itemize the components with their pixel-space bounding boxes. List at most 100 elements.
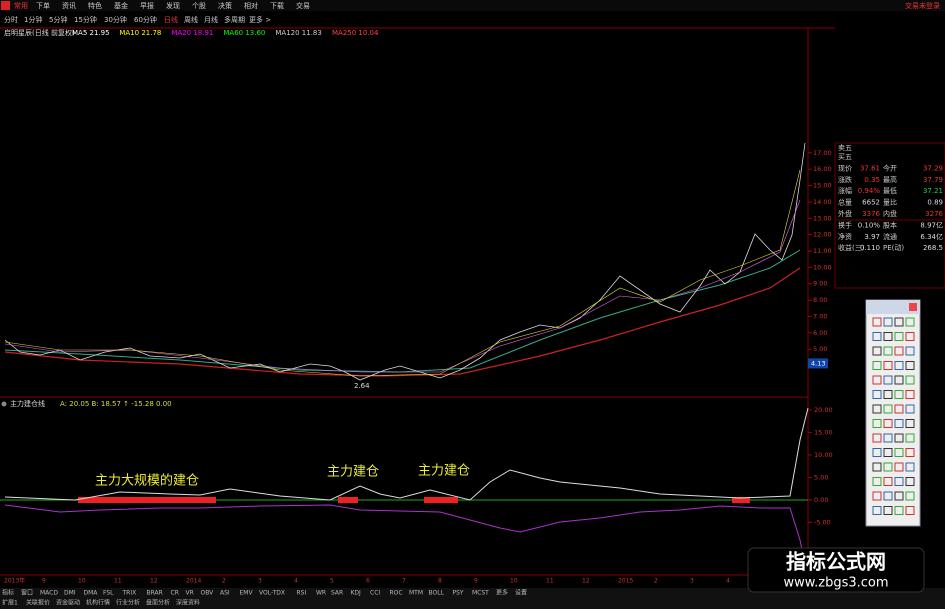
period-tab[interactable]: 30分钟: [104, 15, 127, 24]
tool-icon[interactable]: [872, 361, 882, 370]
tool-icon[interactable]: [894, 433, 904, 443]
indicator-tab[interactable]: VR: [186, 590, 194, 597]
indicator-tab[interactable]: MCST: [472, 590, 489, 597]
tool-icon[interactable]: [894, 462, 904, 472]
tool-icon[interactable]: [872, 462, 882, 472]
indicator-tab[interactable]: ROC: [390, 590, 403, 597]
tool-icon[interactable]: [894, 448, 904, 457]
indicator-tab[interactable]: 设置: [515, 589, 527, 597]
tool-icon[interactable]: [883, 332, 893, 341]
tool-icon[interactable]: [905, 361, 915, 370]
indicator-tab[interactable]: OBV: [201, 590, 215, 597]
tool-icon[interactable]: [905, 375, 915, 385]
indicator-tab[interactable]: KDJ: [351, 590, 362, 597]
period-tab[interactable]: 日线: [164, 15, 178, 24]
tool-icon[interactable]: [872, 390, 882, 399]
tool-icon[interactable]: [894, 491, 904, 501]
tool-icon[interactable]: [883, 404, 893, 414]
tool-icon[interactable]: [883, 462, 893, 472]
period-tab[interactable]: 5分钟: [49, 15, 67, 24]
tool-icon[interactable]: [872, 375, 882, 385]
menu-item[interactable]: 常用: [14, 1, 28, 10]
menu-item[interactable]: 交易: [296, 1, 310, 10]
menu-item[interactable]: 特色: [88, 1, 102, 10]
menu-item[interactable]: 下载: [270, 1, 284, 10]
indicator-tab[interactable]: 窗口: [21, 589, 33, 597]
indicator-tab[interactable]: MTM: [409, 590, 423, 597]
tool-icon[interactable]: [905, 317, 915, 327]
panel-tab[interactable]: 行业分析: [116, 599, 140, 607]
tool-icon[interactable]: [883, 491, 893, 501]
indicator-tab[interactable]: MACD: [40, 590, 58, 597]
tool-icon[interactable]: [905, 491, 915, 501]
tool-icon[interactable]: [872, 404, 882, 414]
panel-tab[interactable]: 扩展1: [2, 599, 18, 607]
indicator-tab[interactable]: 指标: [2, 589, 14, 597]
tool-icon[interactable]: [894, 419, 904, 428]
period-tab[interactable]: 60分钟: [134, 15, 157, 24]
period-tab[interactable]: 周线: [184, 15, 198, 24]
period-tab[interactable]: 月线: [204, 15, 218, 24]
tool-icon[interactable]: [905, 462, 915, 472]
tool-icon[interactable]: [883, 477, 893, 486]
tool-icon[interactable]: [905, 390, 915, 399]
tool-icon[interactable]: [883, 361, 893, 370]
close-button[interactable]: [909, 303, 917, 311]
indicator-tab[interactable]: BRAR: [147, 590, 163, 597]
tool-icon[interactable]: [894, 506, 904, 515]
tool-icon[interactable]: [905, 433, 915, 443]
tool-icon[interactable]: [905, 404, 915, 414]
panel-tab[interactable]: 盘面分析: [146, 599, 170, 607]
tool-icon[interactable]: [894, 375, 904, 385]
menu-item[interactable]: 决策: [218, 1, 232, 10]
menu-item[interactable]: 下单: [36, 1, 50, 10]
indicator-tab[interactable]: DMA: [84, 590, 99, 597]
indicator-tab[interactable]: EMV: [240, 590, 254, 597]
menu-item[interactable]: 基金: [114, 1, 128, 10]
tool-icon[interactable]: [894, 404, 904, 414]
tool-icon[interactable]: [894, 332, 904, 341]
tool-icon[interactable]: [894, 317, 904, 327]
panel-tab[interactable]: 机构行情: [86, 599, 110, 607]
indicator-tab[interactable]: 更多: [496, 589, 508, 597]
tool-icon[interactable]: [872, 477, 882, 486]
tool-icon[interactable]: [872, 433, 882, 443]
indicator-tab[interactable]: PSY: [453, 590, 464, 597]
tool-icon[interactable]: [905, 448, 915, 457]
tool-icon[interactable]: [883, 346, 893, 356]
tool-icon[interactable]: [883, 317, 893, 327]
period-tab[interactable]: 更多 >: [249, 15, 271, 24]
indicator-tab[interactable]: CR: [171, 590, 179, 597]
menu-item[interactable]: 发现: [166, 1, 180, 10]
panel-tab[interactable]: 资金驱动: [56, 599, 80, 607]
tool-icon[interactable]: [872, 346, 882, 356]
indicator-tab[interactable]: RSI: [297, 590, 307, 597]
tool-icon[interactable]: [905, 506, 915, 515]
indicator-tab[interactable]: VOL-TDX: [259, 590, 285, 597]
indicator-tab[interactable]: CCI: [370, 590, 380, 597]
indicator-tab[interactable]: WR: [316, 590, 326, 597]
tool-icon[interactable]: [894, 346, 904, 356]
tool-icon[interactable]: [905, 332, 915, 341]
tool-icon[interactable]: [872, 448, 882, 457]
tool-icon[interactable]: [872, 491, 882, 501]
tool-icon[interactable]: [894, 390, 904, 399]
tool-icon[interactable]: [883, 448, 893, 457]
tool-icon[interactable]: [883, 506, 893, 515]
indicator-tab[interactable]: TRIX: [122, 590, 137, 597]
tool-icon[interactable]: [894, 361, 904, 370]
indicator-tab[interactable]: ASI: [220, 590, 230, 597]
tool-icon[interactable]: [883, 433, 893, 443]
tool-icon[interactable]: [872, 506, 882, 515]
panel-tab[interactable]: 关联报价: [26, 599, 50, 607]
menu-item[interactable]: 资讯: [62, 1, 76, 10]
tool-icon[interactable]: [894, 477, 904, 486]
panel-tab[interactable]: 深度资料: [176, 599, 200, 607]
indicator-tab[interactable]: BOLL: [429, 590, 445, 597]
tool-icon[interactable]: [872, 317, 882, 327]
tool-icon[interactable]: [872, 419, 882, 428]
period-tab[interactable]: 15分钟: [74, 15, 97, 24]
tool-icon[interactable]: [883, 390, 893, 399]
menu-item[interactable]: 个股: [192, 2, 206, 10]
period-tab[interactable]: 分时: [4, 15, 18, 24]
